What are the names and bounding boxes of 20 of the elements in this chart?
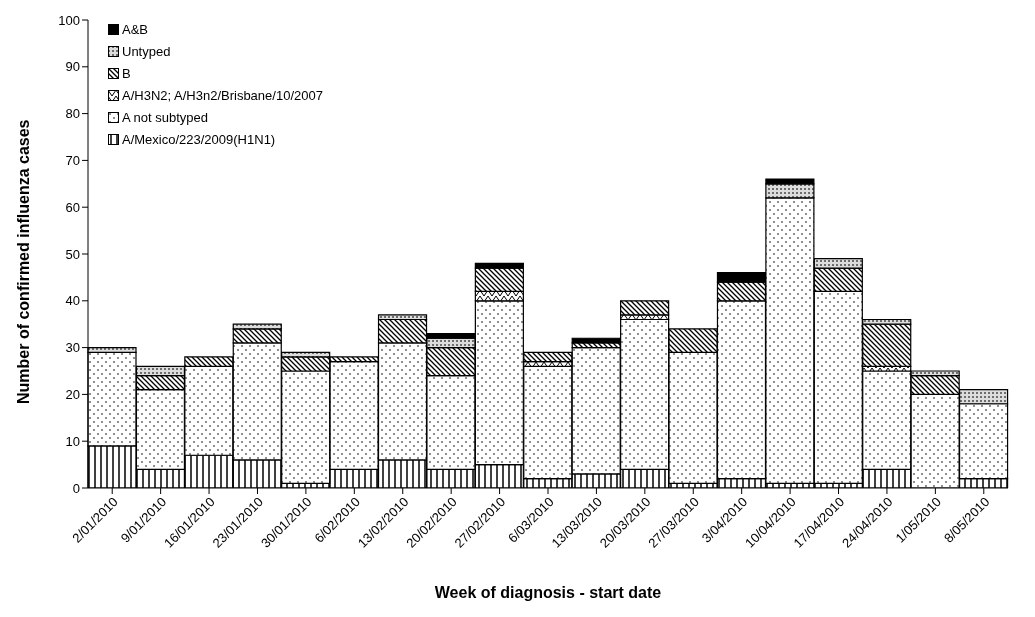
legend-label: Untyped: [122, 43, 171, 59]
y-tick-label: 80: [65, 106, 80, 122]
y-tick-label: 40: [65, 293, 80, 309]
y-axis-title: Number of confirmed influenza cases: [14, 119, 32, 404]
y-tick-label: 30: [65, 340, 80, 356]
y-tick-label: 70: [65, 153, 80, 169]
legend-label: A not subtyped: [122, 109, 209, 125]
y-tick-label: 10: [65, 433, 80, 449]
legend-label: A&B: [122, 21, 149, 37]
y-tick-label: 60: [65, 199, 80, 215]
x-axis-title: Week of diagnosis - start date: [434, 584, 662, 601]
y-tick-label: 20: [65, 387, 80, 403]
y-tick-label: 90: [65, 59, 80, 75]
legend-label: B: [122, 65, 131, 81]
legend-label: A/Mexico/223/2009(H1N1): [122, 131, 276, 147]
bar: [620, 300, 670, 316]
y-tick-label: 100: [58, 12, 80, 28]
y-tick-label: 50: [65, 246, 80, 262]
y-tick-label: 0: [72, 480, 80, 496]
legend-label: A/H3N2; A/H3n2/Brisbane/10/2007: [122, 87, 323, 103]
